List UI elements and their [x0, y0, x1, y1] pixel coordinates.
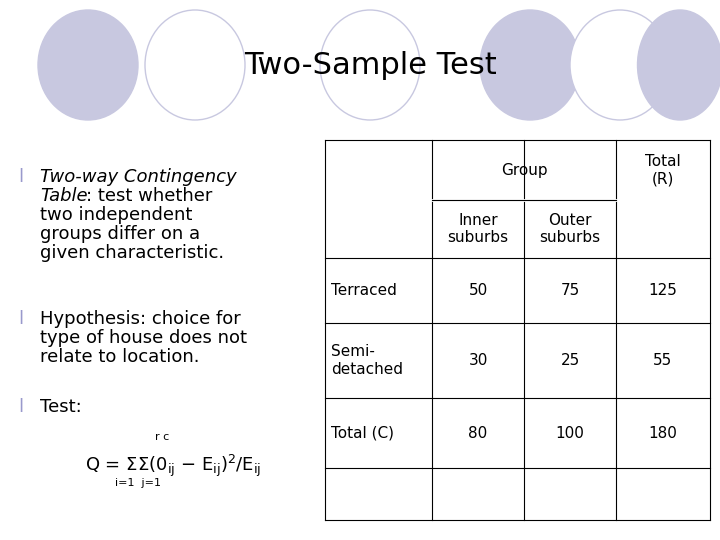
- Text: type of house does not: type of house does not: [40, 329, 247, 347]
- Ellipse shape: [320, 10, 420, 120]
- Text: 55: 55: [653, 353, 672, 368]
- Text: 80: 80: [469, 426, 487, 441]
- Ellipse shape: [145, 10, 245, 120]
- Text: given characteristic.: given characteristic.: [40, 244, 224, 262]
- Text: relate to location.: relate to location.: [40, 348, 199, 366]
- Text: two independent: two independent: [40, 206, 192, 224]
- Text: Total
(R): Total (R): [645, 154, 681, 186]
- Text: Two-way Contingency: Two-way Contingency: [40, 168, 237, 186]
- Text: l: l: [18, 310, 23, 328]
- Text: 25: 25: [560, 353, 580, 368]
- Text: Q = $\Sigma\Sigma$(0$_{\mathregular{ij}}$ $-$ E$_{\mathregular{ij}}$)$^2$/E$_{\m: Q = $\Sigma\Sigma$(0$_{\mathregular{ij}}…: [85, 453, 261, 480]
- Text: : test whether: : test whether: [86, 187, 212, 205]
- Text: r c: r c: [155, 432, 169, 442]
- Text: i=1  j=1: i=1 j=1: [115, 478, 161, 488]
- Text: 180: 180: [649, 426, 678, 441]
- Ellipse shape: [480, 10, 580, 120]
- Text: Terraced: Terraced: [331, 283, 397, 298]
- Text: groups differ on a: groups differ on a: [40, 225, 200, 243]
- Text: Inner
suburbs: Inner suburbs: [447, 213, 508, 245]
- Text: Semi-
detached: Semi- detached: [331, 345, 403, 377]
- Text: 125: 125: [649, 283, 678, 298]
- Text: Table: Table: [40, 187, 88, 205]
- Text: l: l: [18, 168, 23, 186]
- Text: Outer
suburbs: Outer suburbs: [539, 213, 600, 245]
- Text: Total (C): Total (C): [331, 426, 394, 441]
- Text: 75: 75: [560, 283, 580, 298]
- Ellipse shape: [570, 10, 670, 120]
- Text: 30: 30: [468, 353, 487, 368]
- Text: Hypothesis: choice for: Hypothesis: choice for: [40, 310, 240, 328]
- Ellipse shape: [637, 10, 720, 120]
- Text: 50: 50: [469, 283, 487, 298]
- Text: Group: Group: [500, 163, 547, 178]
- Ellipse shape: [38, 10, 138, 120]
- Text: 100: 100: [556, 426, 585, 441]
- Text: Test:: Test:: [40, 398, 82, 416]
- Text: Two-Sample Test: Two-Sample Test: [243, 51, 496, 79]
- Text: l: l: [18, 398, 23, 416]
